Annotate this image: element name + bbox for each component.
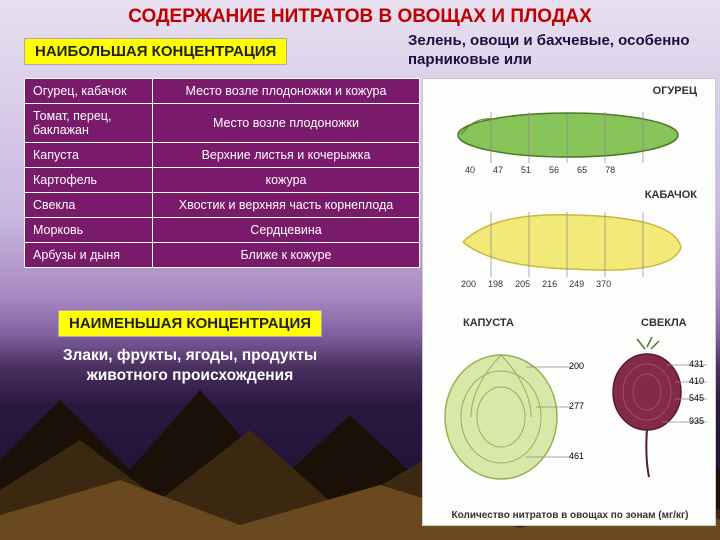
beet-val-0: 431 xyxy=(689,359,704,369)
table-cell-veg: Морковь xyxy=(25,218,153,243)
squash-illustration xyxy=(453,207,687,277)
table-row: Картофелькожура xyxy=(25,168,420,193)
cabbage-title: КАПУСТА xyxy=(463,317,514,329)
table-cell-loc: Место возле плодоножки и кожура xyxy=(153,79,420,104)
subtitle-max: Зелень, овощи и бахчевые, особенно парни… xyxy=(408,32,698,70)
table-cell-loc: кожура xyxy=(153,168,420,193)
value: 198 xyxy=(488,279,503,289)
table-cell-veg: Свекла xyxy=(25,193,153,218)
value: 249 xyxy=(569,279,584,289)
cabbage-val-1: 277 xyxy=(569,401,584,411)
value: 47 xyxy=(493,165,503,175)
value: 56 xyxy=(549,165,559,175)
value: 40 xyxy=(465,165,475,175)
table-row: МорковьСердцевина xyxy=(25,218,420,243)
nitrate-table: Огурец, кабачокМесто возле плодоножки и … xyxy=(24,78,420,268)
table-cell-loc: Хвостик и верхняя часть корнеплода xyxy=(153,193,420,218)
label-max-concentration: НАИБОЛЬШАЯ КОНЦЕНТРАЦИЯ xyxy=(24,38,287,65)
beet-title: СВЕКЛА xyxy=(641,317,687,329)
cabbage-val-0: 200 xyxy=(569,361,584,371)
table-cell-veg: Капуста xyxy=(25,143,153,168)
table-row: Томат, перец, баклажанМесто возле плодон… xyxy=(25,104,420,143)
squash-values: 200 198 205 216 249 370 xyxy=(461,279,611,289)
table-cell-veg: Арбузы и дыня xyxy=(25,243,153,268)
cucumber-illustration xyxy=(453,107,683,163)
table-cell-loc: Сердцевина xyxy=(153,218,420,243)
beet-val-1: 410 xyxy=(689,376,704,386)
beet-val-2: 545 xyxy=(689,393,704,403)
table-row: КапустаВерхние листья и кочерыжка xyxy=(25,143,420,168)
table-row: Огурец, кабачокМесто возле плодоножки и … xyxy=(25,79,420,104)
value: 51 xyxy=(521,165,531,175)
infographic-caption: Количество нитратов в овощах по зонам (м… xyxy=(423,510,717,521)
cabbage-val-2: 461 xyxy=(569,451,584,461)
table-cell-loc: Ближе к кожуре xyxy=(153,243,420,268)
cabbage-illustration xyxy=(441,337,571,487)
cucumber-values: 40 47 51 56 65 78 xyxy=(465,165,615,175)
value: 216 xyxy=(542,279,557,289)
table-row: СвеклаХвостик и верхняя часть корнеплода xyxy=(25,193,420,218)
value: 205 xyxy=(515,279,530,289)
value: 200 xyxy=(461,279,476,289)
table-cell-veg: Огурец, кабачок xyxy=(25,79,153,104)
value: 65 xyxy=(577,165,587,175)
table-cell-veg: Томат, перец, баклажан xyxy=(25,104,153,143)
page-title: СОДЕРЖАНИЕ НИТРАТОВ В ОВОЩАХ И ПЛОДАХ xyxy=(0,6,720,28)
table-cell-loc: Верхние листья и кочерыжка xyxy=(153,143,420,168)
label-min-concentration: НАИМЕНЬШАЯ КОНЦЕНТРАЦИЯ xyxy=(58,310,322,337)
table-cell-loc: Место возле плодоножки xyxy=(153,104,420,143)
squash-title: КАБАЧОК xyxy=(645,189,697,201)
value: 78 xyxy=(605,165,615,175)
value: 370 xyxy=(596,279,611,289)
table-cell-veg: Картофель xyxy=(25,168,153,193)
cucumber-title: ОГУРЕЦ xyxy=(653,85,697,97)
beet-val-3: 935 xyxy=(689,416,704,426)
infographic-panel: ОГУРЕЦ 40 47 51 56 65 78 КАБАЧОК 200 198 205 216… xyxy=(422,78,716,526)
subtitle-min: Злаки, фрукты, ягоды, продукты животного… xyxy=(60,346,320,386)
table-row: Арбузы и дыняБлиже к кожуре xyxy=(25,243,420,268)
